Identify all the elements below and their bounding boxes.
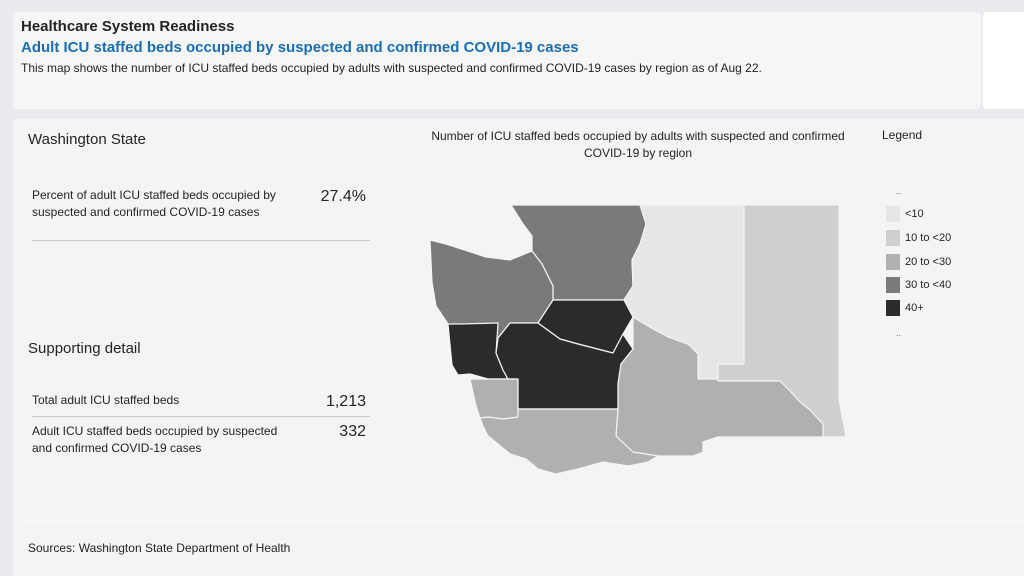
legend-label: 30 to <40 xyxy=(905,279,952,291)
legend-label: 20 to <30 xyxy=(905,256,952,268)
occupied-beds-value: 332 xyxy=(339,423,366,440)
sources-note: Sources: Washington State Department of … xyxy=(28,541,291,555)
legend-title: Legend xyxy=(882,128,923,142)
map-chart-title: Number of ICU staffed beds occupied by a… xyxy=(431,129,845,160)
region-southwest-coast[interactable] xyxy=(469,378,519,420)
region-label: Washington State xyxy=(28,131,146,148)
total-beds-label: Total adult ICU staffed beds xyxy=(32,393,180,407)
legend-swatch xyxy=(886,230,900,246)
legend-label: <10 xyxy=(905,208,924,220)
legend-swatch xyxy=(886,206,900,222)
main-card: Washington State Percent of adult ICU st… xyxy=(13,119,1024,576)
legend-scroll-up[interactable]: .. xyxy=(896,186,902,196)
divider xyxy=(32,416,370,417)
percent-metric-value: 27.4% xyxy=(320,188,366,205)
region-southwest[interactable] xyxy=(479,408,659,474)
legend-item[interactable]: 10 to <20 xyxy=(886,230,951,246)
header-side-card xyxy=(983,12,1024,109)
legend-swatch xyxy=(886,277,900,293)
map-title-link[interactable]: Adult ICU staffed beds occupied by suspe… xyxy=(21,39,579,56)
header-card: Healthcare System Readiness Adult ICU st… xyxy=(13,12,981,109)
supporting-detail-title: Supporting detail xyxy=(28,340,141,357)
legend-item[interactable]: 20 to <30 xyxy=(886,254,951,270)
washington-region-map xyxy=(429,204,847,474)
percent-metric-label: Percent of adult ICU staffed beds occupi… xyxy=(32,188,276,219)
legend-label: 10 to <20 xyxy=(905,232,952,244)
legend-swatch xyxy=(886,254,900,270)
legend-label: 40+ xyxy=(905,302,924,314)
map-panel: Washington State Percent of adult ICU st… xyxy=(14,119,1024,519)
legend-swatch xyxy=(886,300,900,316)
total-beds-value: 1,213 xyxy=(325,393,366,410)
footer-panel: Sources: Washington State Department of … xyxy=(17,523,1024,576)
legend-item[interactable]: <10 xyxy=(886,206,924,222)
divider xyxy=(32,240,370,241)
legend-item[interactable]: 30 to <40 xyxy=(886,277,951,293)
section-title: Healthcare System Readiness xyxy=(21,18,235,35)
occupied-beds-label: Adult ICU staffed beds occupied by suspe… xyxy=(32,424,278,455)
legend-item[interactable]: 40+ xyxy=(886,300,924,316)
legend-scroll-down[interactable]: .. xyxy=(896,328,902,338)
map-description: This map shows the number of ICU staffed… xyxy=(21,61,762,75)
